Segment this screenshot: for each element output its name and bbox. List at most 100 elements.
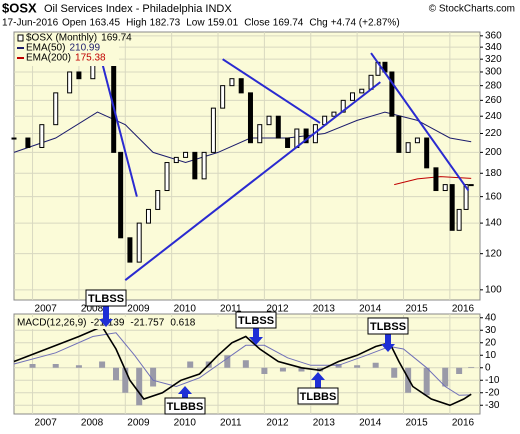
- histogram-bar: [99, 361, 106, 368]
- histogram-bar: [279, 367, 286, 372]
- candle: [405, 142, 411, 153]
- candle: [359, 88, 365, 94]
- quote-value: 169.74: [273, 18, 304, 29]
- quote-label: High: [126, 18, 147, 29]
- x-tick-label: 2010: [174, 418, 197, 429]
- candle: [285, 137, 291, 148]
- quote-label: Low: [186, 18, 205, 29]
- y-tick-label: 200: [485, 147, 502, 158]
- candle: [456, 208, 462, 231]
- candle: [275, 115, 281, 139]
- annotation-label: TLBBS: [300, 391, 337, 403]
- x-tick-label: 2011: [220, 304, 242, 315]
- candle: [303, 128, 309, 144]
- candle: [220, 85, 226, 109]
- histogram-bar: [442, 367, 449, 387]
- legend-name: EMA(50): [26, 43, 65, 54]
- histogram-bar: [113, 367, 120, 381]
- histogram-bar: [242, 360, 249, 368]
- quote-label: Open: [62, 18, 86, 29]
- y-tick-label: 30: [485, 325, 497, 336]
- candle: [463, 184, 469, 210]
- candle: [257, 124, 263, 144]
- y-tick-label: 0: [485, 362, 491, 373]
- candle: [449, 184, 455, 231]
- x-tick-label: 2013: [313, 304, 336, 315]
- histogram-bar: [75, 365, 82, 368]
- y-tick-label: 340: [485, 42, 502, 53]
- histogram-bar: [423, 367, 430, 396]
- candle: [238, 78, 244, 94]
- candle: [183, 151, 189, 158]
- symbol: $OSX: [2, 0, 37, 15]
- legend-value: 169.74: [101, 33, 132, 44]
- y-tick-label: 260: [485, 95, 502, 106]
- annotation-box: [297, 387, 339, 405]
- candle: [349, 92, 355, 101]
- legend-entry: EMA(50) 210.99: [17, 43, 100, 54]
- quote-value: 163.45: [89, 18, 120, 29]
- x-tick-label: 2014: [359, 304, 382, 315]
- y-tick-label: 220: [485, 128, 502, 139]
- candle: [389, 71, 395, 117]
- arrow: [249, 328, 263, 345]
- annotation-box: [235, 311, 277, 329]
- y-tick-label: 10: [485, 350, 497, 361]
- candle: [39, 124, 45, 148]
- histogram-bar: [468, 366, 475, 368]
- legend-value: -21.757: [130, 318, 164, 329]
- x-tick-label: 2008: [81, 418, 104, 429]
- candle: [155, 190, 161, 210]
- quote-value: 182.73: [150, 18, 181, 29]
- candle: [136, 222, 142, 263]
- arrow: [381, 334, 395, 352]
- x-tick-label: 2011: [220, 418, 242, 429]
- legend-box: [15, 33, 119, 66]
- annotation-label: TLBBS: [167, 401, 204, 413]
- candle: [201, 151, 207, 180]
- annotation: TLBSS: [85, 289, 127, 327]
- candle: [173, 156, 179, 164]
- legend-entry: $OSX (Monthly) 169.74: [17, 33, 132, 44]
- y-tick-label: 240: [485, 111, 502, 122]
- x-tick-label: 2007: [35, 418, 58, 429]
- annotation-box: [367, 317, 409, 335]
- histogram-bar: [150, 367, 157, 387]
- y-tick-label: -30: [485, 400, 500, 411]
- histogram-bar: [187, 361, 194, 368]
- y-tick-label: 40: [485, 312, 497, 323]
- y-tick-label: 300: [485, 67, 502, 78]
- annotation-label: TLBSS: [370, 321, 406, 333]
- histogram-bar: [456, 367, 463, 374]
- histogram-bar: [224, 355, 231, 368]
- annotation-box: [164, 397, 206, 415]
- source: © StockCharts.com: [429, 4, 515, 15]
- x-tick-label: 2013: [313, 418, 336, 429]
- candle: [164, 162, 170, 192]
- histogram-bar: [122, 367, 129, 393]
- legend-value: 210.99: [69, 43, 100, 54]
- candle: [210, 107, 216, 153]
- legend-value: 0.618: [170, 318, 195, 329]
- candle: [414, 137, 420, 144]
- y-tick-label: 100: [485, 284, 502, 295]
- y-tick-label: 180: [485, 168, 502, 179]
- candle: [468, 184, 474, 187]
- y-tick-label: -10: [485, 375, 500, 386]
- arrow: [178, 386, 192, 398]
- legend-name: EMA(200): [26, 53, 71, 64]
- annotation: TLBBS: [297, 372, 339, 405]
- candle: [433, 167, 439, 192]
- histogram-bar: [391, 367, 398, 378]
- candle: [396, 115, 402, 153]
- annotation: TLBSS: [367, 317, 409, 352]
- histogram-bar: [405, 367, 412, 393]
- index-name: Oil Services Index - Philadelphia INDX: [44, 3, 232, 15]
- trendline: [124, 81, 381, 281]
- candle: [424, 137, 430, 169]
- y-tick-label: 20: [485, 337, 497, 348]
- y-tick-label: 360: [485, 30, 502, 41]
- x-tick-label: 2016: [452, 418, 475, 429]
- date: 17-Jun-2016: [2, 18, 59, 29]
